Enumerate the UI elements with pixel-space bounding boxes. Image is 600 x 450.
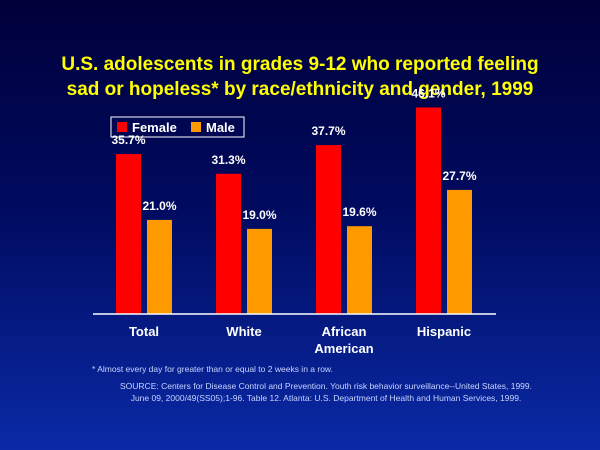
legend-box [110,116,245,138]
x-tick-label-1: White [226,324,261,339]
footnote: * Almost every day for greater than or e… [92,364,333,374]
chart-title: U.S. adolescents in grades 9-12 who repo… [0,52,600,102]
data-label-female-2: 37.7% [311,124,345,138]
x-tick-label-2-line-0: African [322,324,367,339]
data-label-male-3: 27.7% [442,169,476,183]
bar-female-2 [316,145,341,314]
legend-label-male: Male [206,120,235,135]
source-line-1: SOURCE: Centers for Disease Control and … [120,381,532,391]
bar-male-2 [347,226,372,314]
legend-swatch-male [191,122,201,132]
chart-title-line-2: sad or hopeless* by race/ethnicity and g… [66,79,534,100]
data-label-female-1: 31.3% [211,153,245,167]
data-label-female-0: 35.7% [111,133,145,147]
bar-female-3 [416,107,441,314]
data-label-male-1: 19.0% [242,208,276,222]
x-tick-label-2-line-1: American [314,341,373,356]
data-label-male-2: 19.6% [342,205,376,219]
x-tick-label-3: Hispanic [417,324,471,339]
source-line-2: June 09, 2000/49(SS05);1-96. Table 12. A… [130,393,522,403]
x-tick-label-0: Total [129,324,159,339]
bar-male-3 [447,189,472,314]
bar-female-0 [116,154,141,314]
legend-swatch-female [117,122,127,132]
bar-male-1 [247,228,272,314]
data-label-female-3: 46.1% [411,86,445,100]
legend-label-female: Female [132,120,177,135]
bar-female-1 [216,173,241,314]
data-label-male-0: 21.0% [142,199,176,213]
source-citation: SOURCE: Centers for Disease Control and … [106,380,546,404]
bar-male-0 [147,219,172,314]
chart-title-line-1: U.S. adolescents in grades 9-12 who repo… [61,54,539,75]
